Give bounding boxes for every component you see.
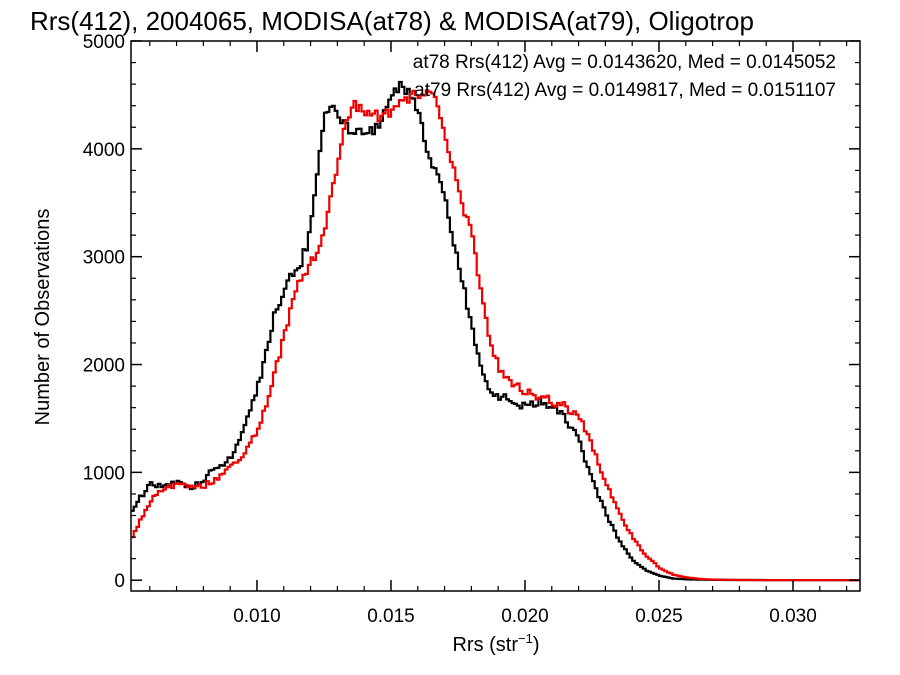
x-axis-label-close: ) [533,634,540,656]
legend-entry-at78: at78 Rrs(412) Avg = 0.0143620, Med = 0.0… [413,52,836,73]
x-tick-label: 0.030 [769,606,817,627]
x-axis-label-superscript: −1 [518,631,533,646]
y-tick-label: 2000 [83,356,125,377]
series-line-0 [131,80,860,582]
legend-entry-at79: at79 Rrs(412) Avg = 0.0149817, Med = 0.0… [414,80,836,101]
y-tick-label: 3000 [83,248,125,269]
axis-ticks: 0.010 0.015 0.020 0.025 0.030 0 1000 2000 3000 40… [83,32,860,627]
x-tick-label: 0.025 [635,606,683,627]
chart-title: Rrs(412), 2004065, MODISA(at78) & MODISA… [30,6,754,36]
y-tick-label: 1000 [83,463,125,484]
y-tick-label: 4000 [83,140,125,161]
plot-frame [130,40,861,592]
x-axis-label: Rrs (str−1) [452,631,539,656]
x-tick-label: 0.020 [501,606,549,627]
x-tick-label: 0.015 [367,606,415,627]
plot-area-border [130,40,861,592]
y-tick-label: 0 [114,571,125,592]
x-tick-label: 0.010 [233,606,281,627]
series-layer [131,80,860,582]
y-tick-label: 5000 [83,32,125,53]
y-axis-label: Number of Observations [32,209,54,426]
series-line-1 [131,89,860,582]
